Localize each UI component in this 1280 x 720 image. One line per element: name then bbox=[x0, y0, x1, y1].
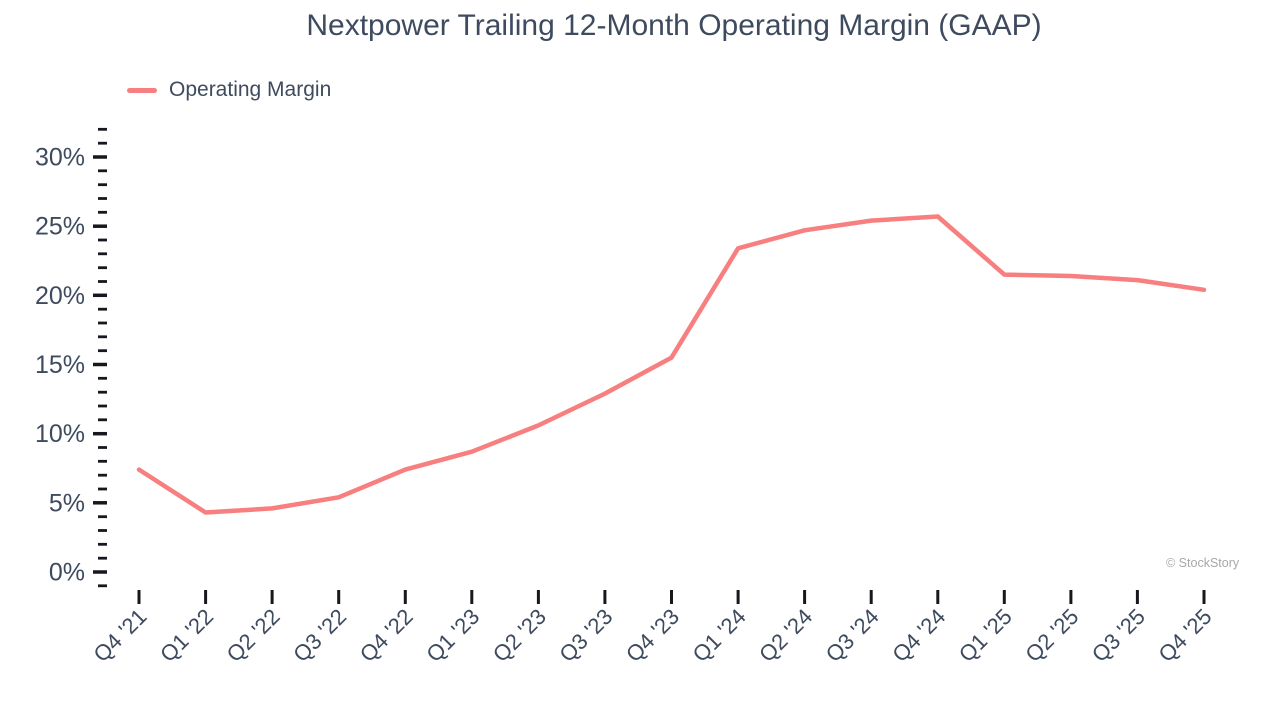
x-tick-label: Q4 '23 bbox=[621, 604, 684, 667]
y-tick-label: 5% bbox=[49, 489, 85, 517]
legend-label: Operating Margin bbox=[169, 78, 332, 101]
y-axis-labels: 0% 5% 10% 15% 20% 25% 30% bbox=[35, 144, 85, 587]
y-tick-label: 20% bbox=[35, 282, 85, 310]
y-tick-label: 25% bbox=[35, 213, 85, 241]
x-tick-label: Q2 '23 bbox=[488, 604, 551, 667]
x-tick-label: Q4 '24 bbox=[887, 604, 950, 667]
x-tick-label: Q3 '23 bbox=[554, 604, 617, 667]
x-tick-label: Q1 '23 bbox=[421, 604, 484, 667]
x-tick-label: Q3 '24 bbox=[821, 604, 884, 667]
x-tick-label: Q4 '22 bbox=[355, 604, 418, 667]
x-tick-label: Q1 '24 bbox=[688, 604, 751, 667]
x-axis-ticks bbox=[137, 590, 1206, 604]
x-tick-label: Q3 '25 bbox=[1087, 604, 1150, 667]
x-tick-label: Q2 '25 bbox=[1020, 604, 1083, 667]
y-tick-label: 10% bbox=[35, 420, 85, 448]
x-tick-label: Q1 '25 bbox=[954, 604, 1017, 667]
y-tick-label: 30% bbox=[35, 144, 85, 172]
y-axis-ticks bbox=[93, 127, 107, 588]
chart-title: Nextpower Trailing 12-Month Operating Ma… bbox=[306, 9, 1042, 42]
x-tick-label: Q1 '22 bbox=[155, 604, 218, 667]
x-tick-label: Q2 '22 bbox=[222, 604, 285, 667]
x-axis-labels: Q4 '21 Q1 '22 Q2 '22 Q3 '22 Q4 '22 Q1 '23 Q2 '… bbox=[89, 604, 1217, 667]
legend-line-swatch-icon bbox=[127, 87, 157, 93]
y-tick-label: 15% bbox=[35, 351, 85, 379]
x-tick-label: Q3 '22 bbox=[288, 604, 351, 667]
operating-margin-line bbox=[136, 214, 1207, 515]
x-tick-label: Q2 '24 bbox=[754, 604, 817, 667]
copyright-note: © StockStory bbox=[1166, 556, 1240, 570]
x-tick-label: Q4 '25 bbox=[1154, 604, 1217, 667]
x-tick-label: Q4 '21 bbox=[89, 604, 152, 667]
y-tick-label: 0% bbox=[49, 559, 85, 587]
legend: Operating Margin bbox=[127, 78, 331, 102]
